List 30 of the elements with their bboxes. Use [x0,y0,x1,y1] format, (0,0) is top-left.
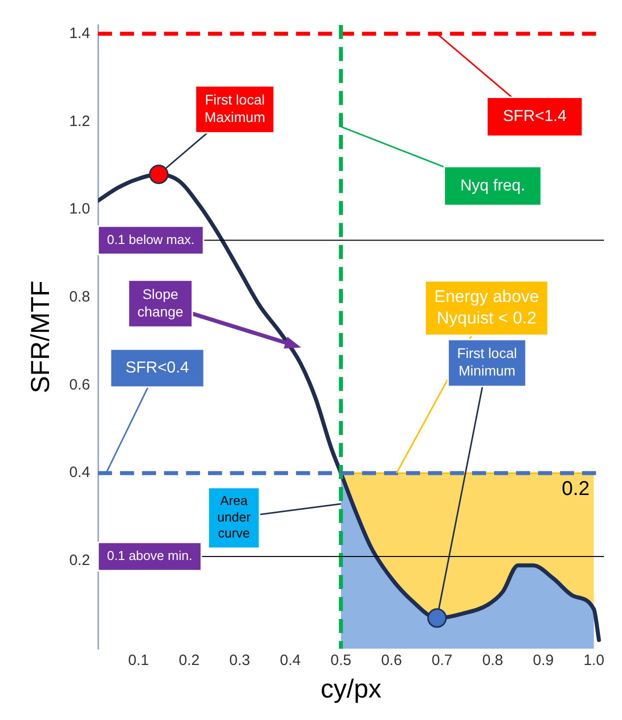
x-axis-title: cy/px [320,674,382,704]
annotation: Slope change [137,286,184,320]
y-tick-label: 1.0 [69,200,90,218]
ref-line-label: 0.1 below max. [107,232,194,247]
annotation: 0.2 [562,478,590,500]
x-tick-label: 0.5 [330,652,352,669]
x-tick-label: 0.4 [280,652,301,669]
annotation: First local Maximum [204,91,266,125]
ref-line-label: SFR<1.4 [502,108,567,126]
ref-line-label: SFR<0.4 [125,359,190,376]
annotation: Area under curve [217,493,252,541]
y-tick-label: 1.2 [69,112,90,130]
annotation: Energy above Nyquist < 0.2 [434,287,540,328]
y-tick-label: 0.4 [69,464,90,482]
x-tick-label: 0.1 [128,652,149,669]
x-tick-label: 0.7 [432,652,453,669]
x-tick-label: 0.8 [482,652,504,669]
y-tick-label: 0.2 [69,552,90,570]
x-tick-label: 1.0 [583,652,604,669]
annotation: First local Minimum [457,345,517,379]
x-tick-label: 0.6 [381,652,402,669]
ref-line-label: 0.1 above min. [107,548,192,564]
x-tick-label: 0.9 [532,652,554,669]
y-tick-label: 0.8 [69,288,90,306]
ref-line-label: Nyq freq. [460,177,526,194]
x-tick-label: 0.2 [178,652,200,669]
y-tick-label: 1.4 [69,24,90,42]
y-tick-label: 0.6 [69,376,90,394]
y-axis-title: SFR/MTF [24,280,55,394]
x-tick-label: 0.3 [229,652,250,669]
